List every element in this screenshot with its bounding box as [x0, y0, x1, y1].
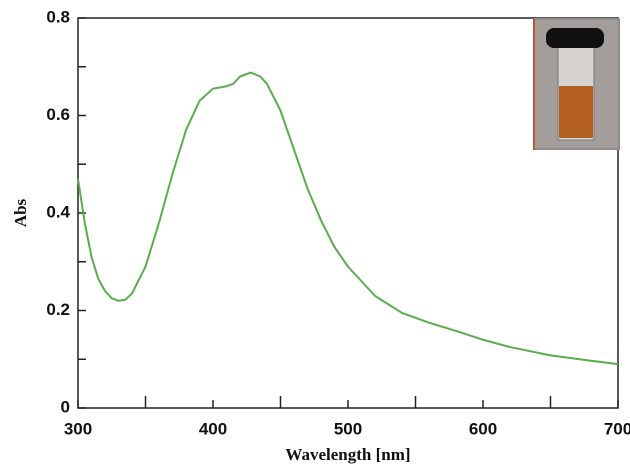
x-tick-label: 600: [469, 419, 497, 438]
y-axis-label: Abs: [11, 198, 30, 227]
y-tick-label: 0.6: [46, 105, 70, 124]
x-axis-label: Wavelength [nm]: [285, 445, 410, 464]
x-tick-label: 400: [199, 419, 227, 438]
y-tick-label: 0: [61, 397, 70, 416]
x-tick-label: 300: [64, 419, 92, 438]
y-tick-label: 0.8: [46, 7, 70, 26]
x-tick-label: 500: [334, 419, 362, 438]
y-tick-label: 0.2: [46, 300, 70, 319]
y-tick-label: 0.4: [46, 202, 70, 221]
x-tick-label: 700: [604, 419, 630, 438]
inset-photo: [533, 18, 620, 150]
data-line: [77, 71, 619, 366]
